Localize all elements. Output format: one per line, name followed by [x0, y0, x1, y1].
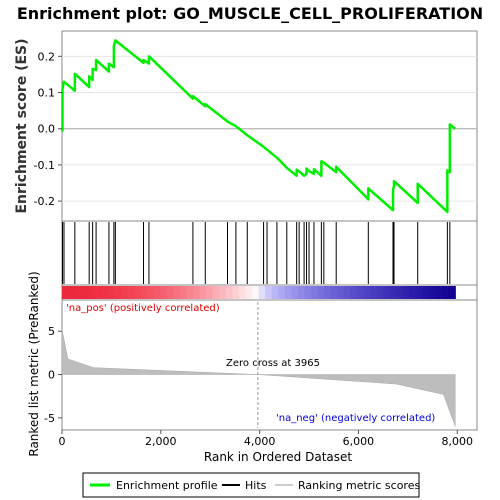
heatmap-segment [422, 286, 430, 299]
heatmap-segment [311, 286, 319, 299]
heatmap-segment [166, 286, 175, 299]
metric-y-tick-label: 0 [48, 369, 55, 382]
heatmap-segment [337, 286, 345, 299]
heatmap-segment [232, 286, 240, 299]
heatmap-segment [324, 286, 332, 299]
heatmap-segment [284, 286, 293, 299]
heatmap-segment [193, 286, 201, 299]
heatmap-segment [343, 286, 351, 299]
heatmap-segment [330, 286, 338, 299]
heatmap-segment [127, 286, 135, 299]
heatmap-segment [160, 286, 168, 299]
heatmap-segment [114, 286, 122, 299]
heatmap-segment [376, 286, 384, 299]
heatmap-segment [435, 286, 443, 299]
es-y-tick-label: 0.1 [38, 87, 56, 100]
heatmap-segment [429, 286, 437, 299]
heatmap-segment [383, 286, 391, 299]
heatmap-segment [199, 286, 207, 299]
heatmap-segment [278, 286, 286, 299]
heatmap-segment [94, 286, 102, 299]
heatmap-segment [238, 286, 247, 299]
heatmap-segment [212, 286, 220, 299]
heatmap-segment [409, 286, 417, 299]
legend-enrichment-profile: Enrichment profile [116, 479, 218, 492]
x-tick-label: 4,000 [244, 435, 276, 448]
heatmap-segment [206, 286, 214, 299]
heatmap-segment [363, 286, 371, 299]
heatmap-segment [62, 286, 70, 299]
heatmap-segment [265, 286, 273, 299]
heatmap-segment [153, 286, 161, 299]
x-tick-label: 2,000 [145, 435, 177, 448]
heatmap-segment [81, 286, 89, 299]
es-y-tick-label: 0.2 [38, 50, 56, 63]
es-y-tick-label: 0.0 [38, 123, 56, 136]
heatmap-segment [120, 286, 129, 299]
heatmap-segment [271, 286, 279, 299]
hits-panel [61, 220, 478, 286]
es-y-tick-label: -0.2 [34, 195, 55, 208]
heatmap-segment [101, 286, 109, 299]
x-tick-label: 6,000 [343, 435, 375, 448]
metric-y-axis-label: Ranked list metric (PreRanked) [27, 271, 41, 456]
metric-panel [61, 299, 478, 431]
legend: Enrichment profile Hits Ranking metric s… [82, 472, 420, 498]
heatmap-segment [415, 286, 424, 299]
heatmap-segment [173, 286, 181, 299]
heatmap-segment [297, 286, 306, 299]
heatmap-segment [219, 286, 227, 299]
heatmap-segment [68, 286, 76, 299]
legend-hits: Hits [245, 479, 267, 492]
es-y-axis-label: Enrichment score (ES) [14, 38, 30, 213]
heatmap-segment [350, 286, 358, 299]
chart-title: Enrichment plot: GO_MUSCLE_CELL_PROLIFER… [17, 4, 483, 23]
es-panel [61, 30, 478, 222]
legend-ranking-metric: Ranking metric scores [298, 479, 420, 492]
ranking-metric-area [61, 329, 456, 427]
pos-label: 'na_pos' (positively correlated) [66, 303, 220, 314]
heatmap-segment [317, 286, 325, 299]
heatmap-segment [448, 286, 456, 299]
heatmap-segment [291, 286, 299, 299]
heatmap-segment [304, 286, 312, 299]
metric-y-tick-label: -5 [44, 412, 55, 425]
es-y-tick-label: -0.1 [34, 159, 55, 172]
heatmap-segment [258, 286, 266, 299]
heatmap-segment [179, 286, 188, 299]
x-tick-label: 0 [59, 435, 66, 448]
heatmap-segment [134, 286, 142, 299]
neg-label: 'na_neg' (negatively correlated) [276, 413, 435, 424]
x-axis-label: Rank in Ordered Dataset [204, 450, 352, 464]
heatmap-segment [356, 286, 365, 299]
heatmap-segment [75, 286, 83, 299]
heatmap-segment [402, 286, 410, 299]
heatmap-segment [252, 286, 260, 299]
zero-cross-label: Zero cross at 3965 [226, 358, 320, 369]
heatmap-segment [186, 286, 194, 299]
heatmap-segment [140, 286, 148, 299]
x-tick-label: 8,000 [441, 435, 473, 448]
heatmap-segment [147, 286, 155, 299]
heatmap-segment [396, 286, 404, 299]
metric-y-tick-label: 5 [48, 325, 55, 338]
heatmap-segment [88, 286, 96, 299]
heatmap-segment [107, 286, 116, 299]
heatmap-segment [370, 286, 378, 299]
heatmap-segment [442, 286, 450, 299]
heatmap-segment [245, 286, 253, 299]
enrichment-profile-line [60, 39, 457, 214]
heatmap-segment [225, 286, 234, 299]
heatmap-segment [389, 286, 397, 299]
